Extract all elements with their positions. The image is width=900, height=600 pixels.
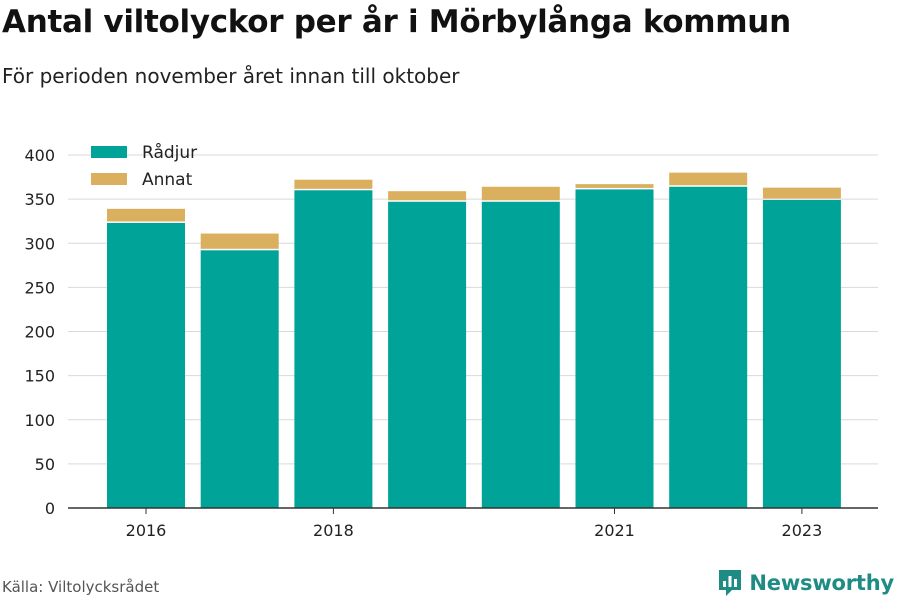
- brand-name: Newsworthy: [749, 571, 894, 595]
- bar-radjur-2019: [388, 201, 467, 508]
- x-tick-label: 2021: [594, 521, 635, 540]
- bar-radjur-2022: [669, 186, 748, 508]
- legend-label-annat: Annat: [142, 170, 193, 190]
- y-tick-label: 350: [24, 190, 55, 209]
- x-tick-label: 2016: [126, 521, 167, 540]
- newsworthy-logo: Newsworthy: [717, 568, 894, 598]
- source-note: Källa: Viltolycksrådet: [2, 578, 160, 596]
- newsworthy-icon: [719, 570, 742, 596]
- bar-radjur-2021: [575, 189, 654, 509]
- legend: Rådjur Annat: [91, 142, 197, 190]
- x-tick-label: 2018: [313, 521, 354, 540]
- x-tick-label: 2023: [782, 521, 823, 540]
- y-tick-label: 0: [45, 499, 55, 518]
- legend-swatch-radjur: [91, 146, 127, 158]
- bars: [107, 172, 841, 509]
- bar-annat-2021: [575, 184, 654, 188]
- legend-label-radjur: Rådjur: [142, 142, 197, 163]
- bar-radjur-2016: [107, 222, 185, 508]
- x-axis-ticks: 2016 2018 2021 2023: [126, 508, 823, 540]
- bar-annat-2023: [762, 187, 841, 199]
- legend-swatch-annat: [91, 173, 127, 185]
- bar-annat-2022: [669, 172, 748, 186]
- y-tick-label: 100: [24, 411, 55, 430]
- chart-title: Antal viltolyckor per år i Mörbylånga ko…: [2, 4, 791, 40]
- y-tick-label: 300: [24, 234, 55, 253]
- bar-annat-2020: [481, 186, 560, 201]
- y-tick-label: 400: [24, 146, 55, 165]
- y-tick-label: 250: [24, 278, 55, 297]
- y-tick-label: 200: [24, 323, 55, 342]
- bar-annat-2018: [294, 179, 373, 189]
- bar-annat-2016: [107, 208, 185, 222]
- bar-radjur-2020: [481, 201, 560, 508]
- y-axis-ticks: 0 50 100 150 200 250 300 350 400: [24, 146, 55, 518]
- bar-radjur-2017: [200, 250, 279, 508]
- grid-lines: [68, 154, 878, 465]
- bar-annat-2017: [200, 233, 279, 249]
- chart-subtitle: För perioden november året innan till ok…: [2, 64, 460, 88]
- y-tick-label: 50: [35, 455, 55, 474]
- bar-annat-2019: [388, 191, 467, 201]
- bar-radjur-2023: [762, 200, 841, 508]
- y-tick-label: 150: [24, 367, 55, 386]
- bar-radjur-2018: [294, 190, 373, 509]
